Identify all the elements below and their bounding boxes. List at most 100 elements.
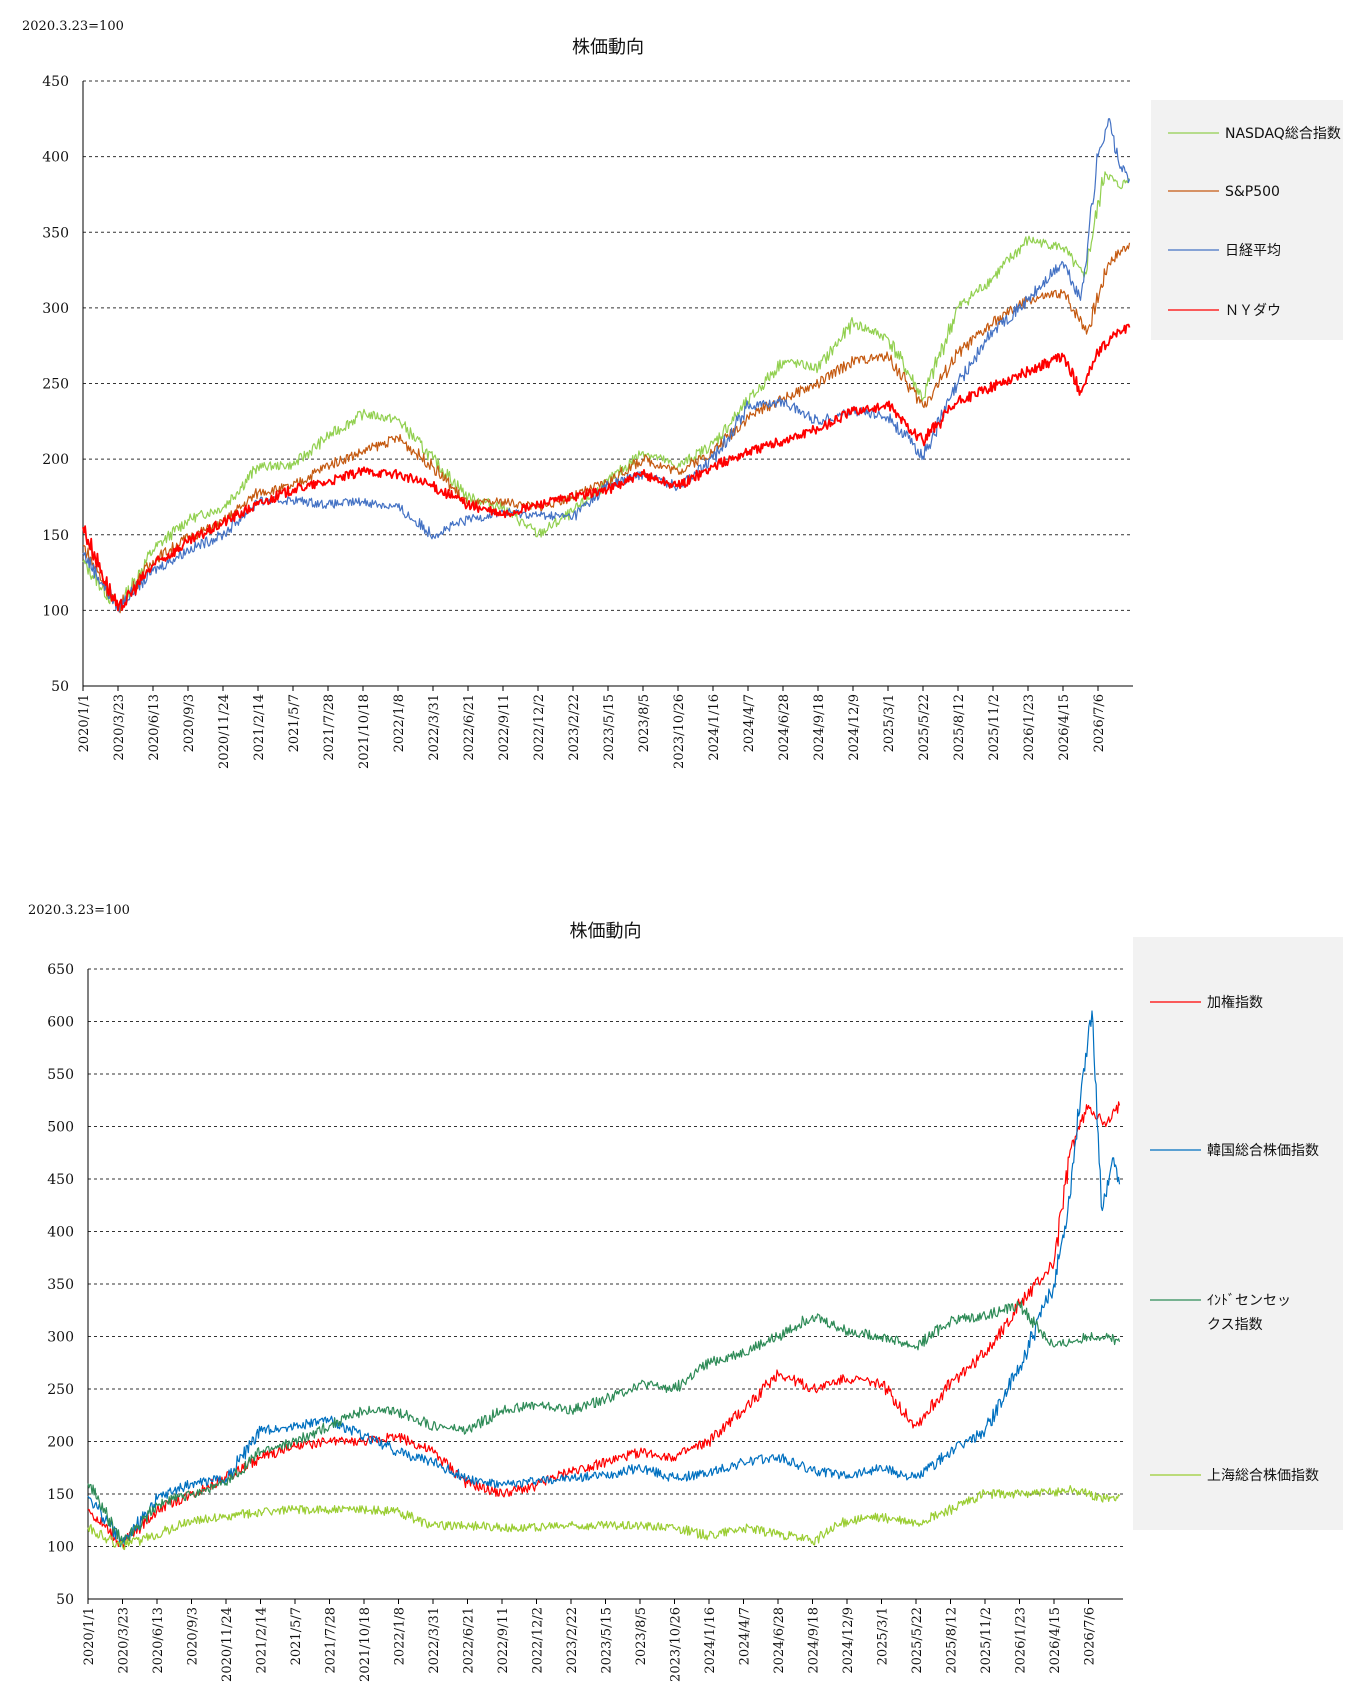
y-tick-label: 450 (47, 1172, 74, 1188)
y-tick-label: 200 (42, 452, 69, 468)
chart-title: 株価動向 (572, 37, 644, 58)
x-tick-label: 2025/3/1 (882, 694, 897, 752)
y-tick-label: 300 (42, 301, 69, 317)
x-tick-label: 2024/9/18 (812, 694, 827, 761)
x-tick-label: 2023/2/22 (565, 1607, 580, 1674)
legend-label-3: 日経平均 (1225, 243, 1281, 259)
x-tick-label: 2023/2/22 (567, 694, 582, 761)
legend-box (1151, 100, 1343, 340)
series-line-3 (87, 1300, 1121, 1543)
series-line-4 (87, 1485, 1121, 1551)
series-line-3 (82, 118, 1131, 613)
x-tick-label: 2022/1/8 (393, 1607, 408, 1665)
y-tick-label: 100 (42, 603, 69, 619)
x-tick-label: 2024/4/7 (742, 694, 757, 752)
y-tick-label: 500 (47, 1120, 74, 1136)
x-tick-label: 2020/11/24 (220, 1607, 235, 1682)
x-tick-label: 2025/3/1 (876, 1607, 891, 1665)
x-tick-label: 2025/5/22 (917, 694, 932, 761)
y-tick-label: 650 (47, 962, 74, 978)
series-line-2 (82, 242, 1131, 614)
x-tick-label: 2022/1/8 (392, 694, 407, 752)
x-tick-label: 2021/7/28 (322, 694, 337, 761)
x-tick-label: 2021/5/7 (287, 694, 302, 752)
y-tick-label: 250 (47, 1382, 74, 1398)
x-tick-label: 2020/6/13 (147, 694, 162, 761)
x-tick-label: 2021/10/18 (358, 1607, 373, 1682)
x-tick-label: 2023/8/5 (637, 694, 652, 752)
y-tick-label: 300 (47, 1330, 74, 1346)
y-tick-label: 50 (56, 1592, 74, 1608)
x-tick-label: 2024/1/16 (703, 1607, 718, 1674)
y-tick-label: 100 (47, 1540, 74, 1556)
x-tick-label: 2026/4/15 (1057, 694, 1072, 761)
x-tick-label: 2021/2/14 (252, 694, 267, 761)
x-tick-label: 2026/4/15 (1048, 1607, 1063, 1674)
x-tick-label: 2020/9/3 (186, 1607, 201, 1665)
x-tick-label: 2021/2/14 (255, 1607, 270, 1674)
x-tick-label: 2021/7/28 (324, 1607, 339, 1674)
x-tick-label: 2025/11/2 (979, 1607, 994, 1674)
legend-box (1133, 937, 1343, 1530)
x-tick-label: 2020/1/1 (77, 694, 92, 752)
base-note: 2020.3.23=100 (28, 903, 130, 918)
y-tick-label: 450 (42, 74, 69, 90)
y-tick-label: 400 (47, 1225, 74, 1241)
chart-1: 2020.3.23=100 株価動向 50 100 150 200 250 300 350 400… (22, 19, 1343, 769)
series-line-1 (82, 171, 1130, 610)
y-tick-label: 550 (47, 1067, 74, 1083)
series-line-4 (82, 323, 1131, 612)
x-tick-label: 2022/12/2 (532, 694, 547, 761)
x-tick-label: 2025/5/22 (910, 1607, 925, 1674)
x-tick-label: 2023/5/15 (600, 1607, 615, 1674)
chart-title: 株価動向 (570, 921, 642, 942)
x-tick-label: 2023/5/15 (602, 694, 617, 761)
y-tick-label: 50 (51, 679, 69, 695)
x-tick-label: 2024/12/9 (841, 1607, 856, 1674)
x-tick-label: 2024/12/9 (847, 694, 862, 761)
x-tick-label: 2022/9/11 (496, 1607, 511, 1674)
x-tick-label: 2021/5/7 (289, 1607, 304, 1665)
legend-label-4: ＮＹダウ (1225, 303, 1281, 319)
x-tick-label: 2020/6/13 (151, 1607, 166, 1674)
x-tick-label: 2025/11/2 (987, 694, 1002, 761)
x-tick-label: 2020/11/24 (217, 694, 232, 769)
y-tick-label: 250 (42, 377, 69, 393)
legend-label-2: S&P500 (1225, 184, 1280, 200)
x-tick-label: 2022/3/31 (427, 694, 442, 761)
x-tick-label: 2024/9/18 (807, 1607, 822, 1674)
x-tick-label: 2022/12/2 (531, 1607, 546, 1674)
x-tick-label: 2020/9/3 (182, 694, 197, 752)
legend-label-1: 加権指数 (1207, 994, 1263, 1011)
series-line-1 (87, 1101, 1121, 1550)
series-line-2 (87, 1010, 1121, 1548)
x-tick-label: 2026/1/23 (1014, 1607, 1029, 1674)
y-tick-label: 350 (42, 225, 69, 241)
y-tick-label: 150 (42, 528, 69, 544)
legend-label-2: 韓国総合株価指数 (1207, 1143, 1319, 1159)
x-tick-label: 2024/4/7 (738, 1607, 753, 1665)
x-tick-label: 2023/10/26 (669, 1607, 684, 1682)
base-note: 2020.3.23=100 (22, 19, 124, 34)
x-tick-label: 2022/6/21 (462, 1607, 477, 1674)
chart-2: 2020.3.23=100 株価動向 50 100 150 200 250 300 350 400… (28, 903, 1343, 1682)
x-tick-label: 2023/8/5 (634, 1607, 649, 1665)
x-tick-label: 2022/9/11 (497, 694, 512, 761)
x-tick-label: 2026/7/6 (1083, 1607, 1098, 1665)
x-tick-label: 2025/8/12 (952, 694, 967, 761)
legend-label-4: 上海総合株価指数 (1207, 1468, 1319, 1484)
x-tick-label: 2020/1/1 (82, 1607, 97, 1665)
y-tick-label: 400 (42, 150, 69, 166)
x-tick-label: 2021/10/18 (357, 694, 372, 769)
y-tick-label: 350 (47, 1277, 74, 1293)
x-tick-label: 2023/10/26 (672, 694, 687, 769)
x-tick-label: 2024/6/28 (777, 694, 792, 761)
x-tick-label: 2020/3/23 (117, 1607, 132, 1674)
x-tick-label: 2025/8/12 (945, 1607, 960, 1674)
y-tick-label: 150 (47, 1487, 74, 1503)
x-tick-label: 2022/3/31 (427, 1607, 442, 1674)
y-tick-label: 600 (47, 1015, 74, 1031)
y-tick-label: 200 (47, 1435, 74, 1451)
x-tick-label: 2022/6/21 (462, 694, 477, 761)
